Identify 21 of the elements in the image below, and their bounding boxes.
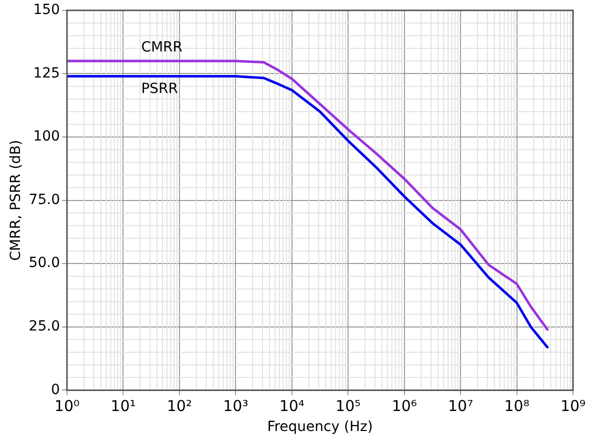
x-tick-label: 10⁴ (279, 397, 304, 416)
y-tick-label: 100 (33, 128, 60, 145)
x-axis-title: Frequency (Hz) (267, 419, 373, 436)
y-tick-label: 0 (51, 382, 60, 398)
series-label: CMRR (141, 40, 183, 56)
x-tick-label: 10⁹ (560, 397, 586, 416)
x-tick-label: 10⁷ (448, 397, 474, 416)
y-tick-label: 150 (33, 2, 60, 18)
series-label: PSRR (141, 80, 178, 97)
x-tick-label: 10⁶ (392, 397, 417, 416)
x-tick-label: 10³ (223, 397, 248, 416)
x-tick-label: 10⁵ (336, 397, 361, 416)
y-tick-label: 25.0 (28, 318, 60, 335)
x-tick-label: 10² (166, 397, 192, 416)
y-tick-label: 50.0 (28, 255, 60, 272)
x-tick-label: 10¹ (110, 397, 136, 416)
x-tick-label: 10⁸ (504, 397, 530, 416)
y-tick-label: 75.0 (28, 192, 60, 208)
x-tick-label: 10⁰ (54, 397, 80, 416)
y-tick-label: 125 (33, 65, 60, 82)
y-axis-title: CMRR, PSRR (dB) (8, 140, 24, 261)
